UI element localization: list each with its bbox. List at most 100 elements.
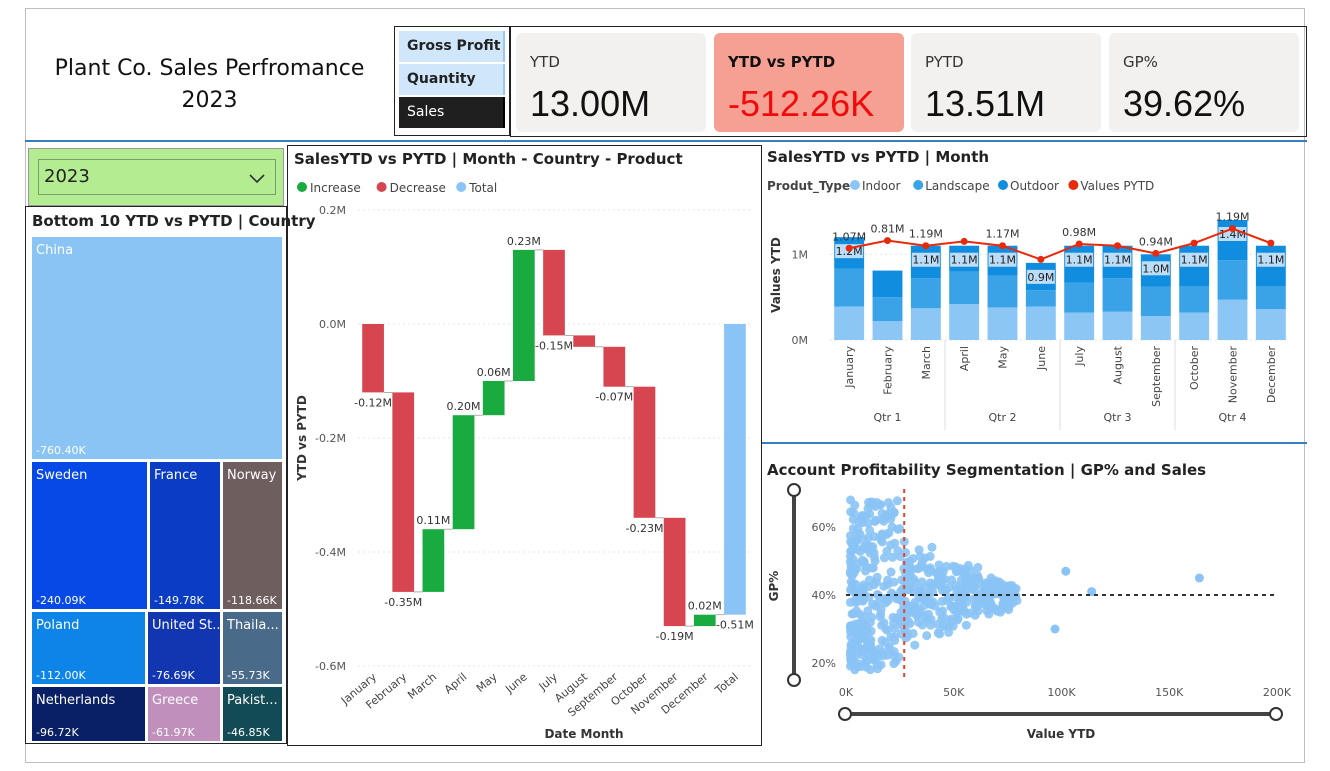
scatter-point[interactable] <box>954 598 964 608</box>
scatter-point[interactable] <box>914 545 924 555</box>
scatter-point[interactable] <box>845 597 855 607</box>
scatter-point[interactable] <box>961 620 971 630</box>
column-segment-landscape[interactable] <box>1255 286 1286 310</box>
column-segment-landscape[interactable] <box>987 275 1018 308</box>
scatter-point[interactable] <box>922 631 932 641</box>
scatter-point[interactable] <box>865 646 875 656</box>
scatter-point[interactable] <box>873 652 883 662</box>
scatter-point[interactable] <box>884 528 894 538</box>
column-segment-outdoor[interactable] <box>872 270 903 298</box>
scatter-point[interactable] <box>1002 582 1012 592</box>
treemap-tile[interactable]: Norway -118.66K <box>223 462 282 609</box>
pytd-point[interactable] <box>960 237 968 245</box>
scatter-point[interactable] <box>862 655 872 665</box>
waterfall-bar[interactable] <box>663 517 686 627</box>
gp-range-slider-handle-top[interactable] <box>787 483 801 497</box>
scatter-point[interactable] <box>869 580 879 590</box>
pytd-point[interactable] <box>1114 242 1121 250</box>
scatter-point[interactable] <box>903 607 913 617</box>
scatter-point[interactable] <box>946 602 956 612</box>
kpi-card-ytd-vs-pytd[interactable]: YTD vs PYTD -512.26K <box>714 33 904 132</box>
scatter-point[interactable] <box>876 500 886 510</box>
scatter-point[interactable] <box>872 660 882 670</box>
chevron-down-icon[interactable] <box>247 166 267 200</box>
scatter-point[interactable] <box>856 645 866 655</box>
scatter-point[interactable] <box>923 598 933 608</box>
scatter-point[interactable] <box>879 581 889 591</box>
column-segment-landscape[interactable] <box>1217 260 1248 300</box>
scatter-point[interactable] <box>1012 596 1022 606</box>
pytd-point[interactable] <box>1267 239 1275 247</box>
scatter-point[interactable] <box>888 552 898 562</box>
waterfall-bar[interactable] <box>362 324 384 393</box>
scatter-point[interactable] <box>879 618 889 628</box>
scatter-point[interactable] <box>845 647 855 657</box>
slicer-item-quantity[interactable]: Quantity <box>399 64 505 95</box>
kpi-card-gp-percent[interactable]: GP% 39.62% <box>1109 33 1299 132</box>
scatter-point[interactable] <box>867 612 877 622</box>
waterfall-bar[interactable] <box>512 249 535 381</box>
pytd-point[interactable] <box>884 237 891 245</box>
year-dropdown[interactable]: 2023 <box>28 148 284 206</box>
column-segment-landscape[interactable] <box>1025 290 1056 307</box>
scatter-point[interactable] <box>941 585 951 595</box>
scatter-point[interactable] <box>933 619 943 629</box>
scatter-point[interactable] <box>886 567 896 577</box>
scatter-point[interactable] <box>892 496 902 506</box>
scatter-point[interactable] <box>851 606 861 616</box>
column-segment-indoor[interactable] <box>1102 311 1133 340</box>
scatter-point[interactable] <box>899 537 909 547</box>
kpi-card-pytd[interactable]: PYTD 13.51M <box>911 33 1101 132</box>
scatter-point[interactable] <box>893 546 903 556</box>
scatter-point[interactable] <box>882 546 892 556</box>
scatter-point[interactable] <box>870 556 880 566</box>
scatter-point[interactable] <box>917 620 927 630</box>
scatter-point[interactable] <box>849 568 859 578</box>
scatter-point[interactable] <box>972 575 982 585</box>
slicer-item-gross-profit[interactable]: Gross Profit <box>399 31 505 62</box>
scatter-point[interactable] <box>852 635 862 645</box>
column-segment-indoor[interactable] <box>1064 312 1095 340</box>
waterfall-bar[interactable] <box>543 249 565 336</box>
scatter-point[interactable] <box>895 524 905 534</box>
scatter-point[interactable] <box>976 599 986 609</box>
scatter-point[interactable] <box>867 497 877 507</box>
scatter-point[interactable] <box>880 637 890 647</box>
scatter-point[interactable] <box>924 568 934 578</box>
scatter-point[interactable] <box>904 556 914 566</box>
scatter-point[interactable] <box>847 583 857 593</box>
scatter-point[interactable] <box>984 582 994 592</box>
scatter-point[interactable] <box>991 576 1001 586</box>
scatter-point[interactable] <box>884 508 894 518</box>
scatter-point[interactable] <box>863 518 873 528</box>
scatter-point[interactable] <box>858 595 868 605</box>
treemap-tile[interactable]: Poland -112.00K <box>32 612 145 684</box>
scatter-point[interactable] <box>1050 624 1060 634</box>
slicer-item-sales[interactable]: Sales <box>399 97 505 128</box>
scatter-point[interactable] <box>913 564 923 574</box>
scatter-point[interactable] <box>872 589 882 599</box>
scatter-point[interactable] <box>973 562 983 572</box>
scatter-point[interactable] <box>941 561 951 571</box>
scatter-point[interactable] <box>894 652 904 662</box>
scatter-point[interactable] <box>944 621 954 631</box>
kpi-card-ytd[interactable]: YTD 13.00M <box>516 33 706 132</box>
scatter-point[interactable] <box>890 624 900 634</box>
column-segment-indoor[interactable] <box>949 304 980 340</box>
scatter-point[interactable] <box>847 539 857 549</box>
column-segment-landscape[interactable] <box>834 268 865 307</box>
column-segment-indoor[interactable] <box>910 308 941 340</box>
scatter-point[interactable] <box>933 573 943 583</box>
scatter-point[interactable] <box>868 599 878 609</box>
treemap-tile[interactable]: Sweden -240.09K <box>32 462 147 609</box>
pytd-point[interactable] <box>922 242 930 250</box>
scatter-point[interactable] <box>850 500 860 510</box>
scatter-point[interactable] <box>850 665 860 675</box>
waterfall-bar[interactable] <box>603 346 626 387</box>
scatter-point[interactable] <box>948 561 958 571</box>
scatter-point[interactable] <box>869 548 879 558</box>
scatter-point[interactable] <box>910 640 920 650</box>
column-segment-landscape[interactable] <box>1064 282 1095 313</box>
column-segment-landscape[interactable] <box>872 297 903 322</box>
column-segment-landscape[interactable] <box>910 278 941 309</box>
